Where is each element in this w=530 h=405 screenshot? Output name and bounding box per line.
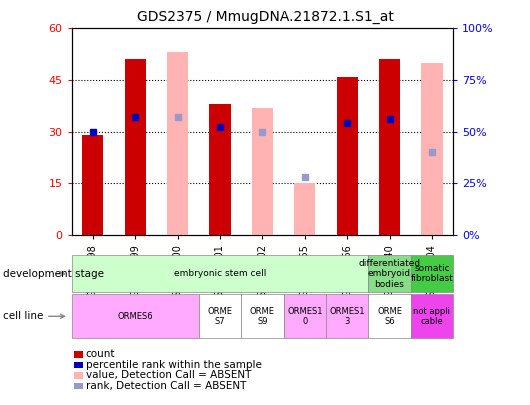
Text: cell line: cell line (3, 311, 65, 321)
Bar (74, 351, 83, 358)
Bar (74, 383, 83, 389)
Bar (421, 63, 443, 235)
Bar (209, 104, 231, 235)
Text: development stage: development stage (3, 269, 104, 279)
Bar (74, 372, 83, 379)
Text: not appli
cable: not appli cable (413, 307, 450, 326)
Bar (82, 135, 103, 235)
Text: count: count (86, 350, 116, 359)
Bar (368, 255, 411, 292)
Text: percentile rank within the sample: percentile rank within the sample (86, 360, 262, 370)
Bar (284, 294, 326, 338)
Bar (199, 294, 241, 338)
Text: value, Detection Call = ABSENT: value, Detection Call = ABSENT (86, 371, 251, 380)
Text: ORME
S6: ORME S6 (377, 307, 402, 326)
Bar (379, 60, 400, 235)
Text: rank, Detection Call = ABSENT: rank, Detection Call = ABSENT (86, 381, 246, 391)
Bar (72, 255, 368, 292)
Text: GDS2375 / MmugDNA.21872.1.S1_at: GDS2375 / MmugDNA.21872.1.S1_at (137, 10, 393, 24)
Text: ORMES1
3: ORMES1 3 (330, 307, 365, 326)
Bar (74, 362, 83, 368)
Bar (326, 294, 368, 338)
Bar (294, 183, 315, 235)
Text: embryonic stem cell: embryonic stem cell (174, 269, 266, 278)
Text: ORMES1
0: ORMES1 0 (287, 307, 322, 326)
Text: somatic
fibroblast: somatic fibroblast (411, 264, 453, 284)
Bar (337, 77, 358, 235)
Bar (167, 53, 188, 235)
Text: ORMES6: ORMES6 (117, 312, 153, 321)
Text: ORME
S9: ORME S9 (250, 307, 275, 326)
Bar (411, 294, 453, 338)
Bar (368, 294, 411, 338)
Bar (411, 255, 453, 292)
Text: differentiated
embryoid
bodies: differentiated embryoid bodies (358, 259, 421, 289)
Text: ORME
S7: ORME S7 (207, 307, 233, 326)
Bar (241, 294, 284, 338)
Bar (125, 60, 146, 235)
Bar (252, 108, 273, 235)
Bar (72, 294, 199, 338)
